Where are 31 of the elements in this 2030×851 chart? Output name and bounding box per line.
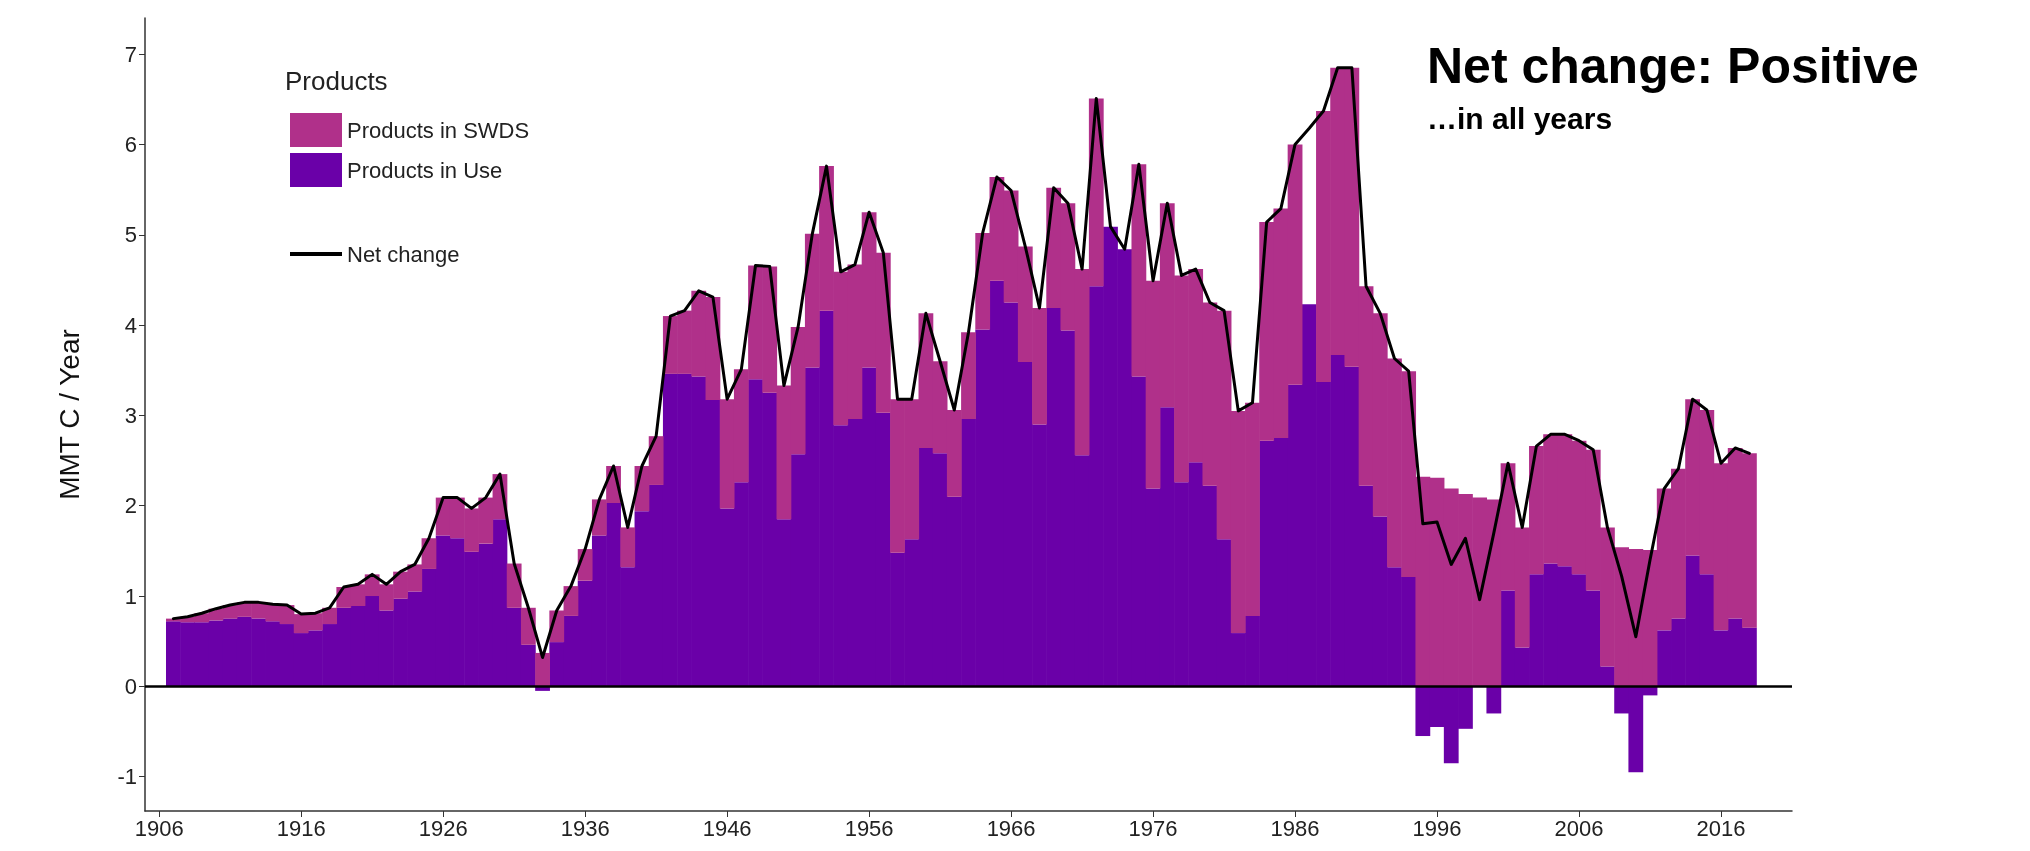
- x-tick-label: 2016: [1696, 815, 1746, 841]
- x-tick-label: 1996: [1412, 815, 1462, 841]
- x-tick-label: 1986: [1270, 815, 1320, 841]
- bar: [1486, 686, 1502, 714]
- y-tick-label: 4: [124, 312, 137, 338]
- y-tick-label: 7: [124, 41, 137, 67]
- y-tick-label: 3: [124, 402, 137, 428]
- bar: [535, 652, 550, 687]
- x-tick-label: 1926: [418, 815, 468, 841]
- x-tick-label: 1946: [702, 815, 752, 841]
- y-tick-label: 1: [124, 583, 137, 609]
- x-tick-label: 1936: [560, 815, 610, 841]
- text: …in all years: [1427, 101, 1613, 135]
- legend-label: Products in Use: [347, 157, 503, 183]
- x-tick-label: 1966: [986, 815, 1036, 841]
- legend-label: Net change: [347, 241, 460, 267]
- y-tick-label: 2: [124, 493, 137, 519]
- y-tick-label: 0: [124, 673, 137, 699]
- x-tick-label: 1916: [276, 815, 326, 841]
- y-tick-label: -1: [117, 764, 137, 790]
- bar: [620, 527, 636, 568]
- x-tick-label: 1956: [844, 815, 894, 841]
- y-axis-title: MMT C / Year: [53, 329, 85, 500]
- legend-title: Products: [285, 66, 388, 96]
- x-tick-label: 2006: [1554, 815, 1604, 841]
- legend-label: Products in SWDS: [347, 117, 530, 143]
- x-tick-label: 1976: [1128, 815, 1178, 841]
- y-tick-label: 6: [124, 131, 137, 157]
- chart-title: Net change: Positive: [1427, 38, 1919, 94]
- y-tick-label: 5: [124, 222, 137, 248]
- x-tick-label: 1906: [134, 815, 184, 841]
